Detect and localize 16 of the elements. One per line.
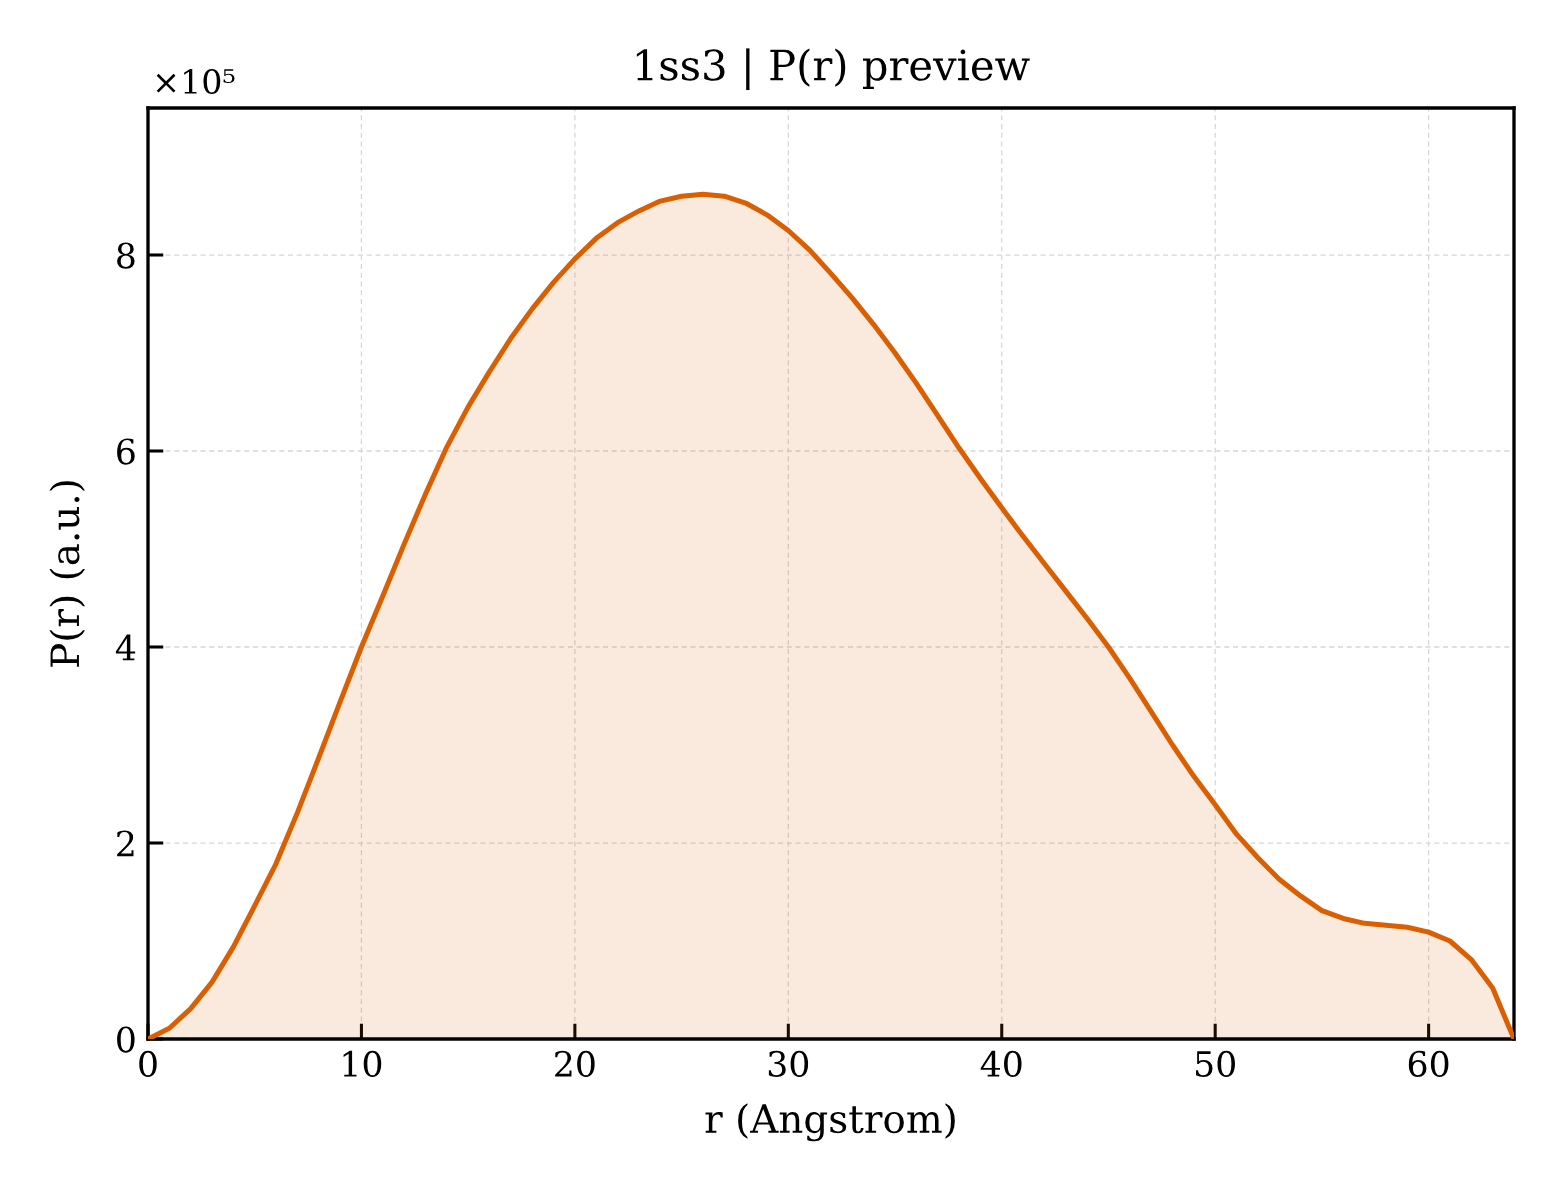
x-axis-title: r (Angstrom) bbox=[705, 1103, 955, 1142]
y-tick-label: 2 bbox=[117, 830, 134, 857]
x-tick-label: 60 bbox=[1408, 1050, 1449, 1077]
y-tick-label: 6 bbox=[117, 438, 135, 465]
y-tick-label: 4 bbox=[115, 634, 136, 661]
x-tick-label: 0 bbox=[139, 1050, 157, 1077]
y-axis-title: P(r) (a.u.) bbox=[49, 481, 85, 667]
x-tick-label: 50 bbox=[1196, 1050, 1235, 1077]
chart-title: 1ss3 | P(r) preview bbox=[636, 48, 1030, 91]
y-tick-label: 8 bbox=[117, 242, 135, 269]
text: ×10⁵ bbox=[156, 68, 235, 95]
x-tick-label: 40 bbox=[980, 1050, 1022, 1077]
y-tick-label: 0 bbox=[117, 1026, 135, 1053]
x-tick-label: 20 bbox=[555, 1050, 595, 1077]
x-tick-label: 30 bbox=[768, 1050, 809, 1077]
x-tick-label: 10 bbox=[343, 1050, 382, 1077]
